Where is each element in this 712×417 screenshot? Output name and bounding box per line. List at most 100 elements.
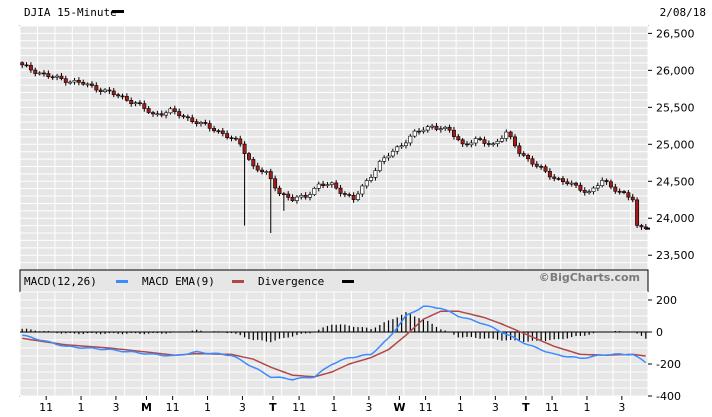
macd-ema-line (22, 310, 646, 378)
candle-body (76, 80, 81, 83)
candle-body (499, 138, 504, 142)
x-tick-label: 3 (112, 401, 119, 414)
candle-body (521, 153, 526, 156)
candle-body (50, 76, 55, 79)
price-tick-label: 24,000 (656, 212, 695, 225)
candle-body (491, 143, 496, 146)
candle-body (617, 190, 622, 193)
macd-y-ticks: 200 0 -200 -400 (648, 294, 681, 403)
candle-body (604, 180, 609, 183)
candle-body (356, 193, 360, 200)
price-candles (20, 61, 650, 234)
price-y-ticks: 26,500 26,000 25,500 25,000 24,500 24,000 23,5… (648, 27, 695, 262)
candle-body (238, 138, 243, 145)
candle-body (622, 191, 626, 194)
candle-body (294, 196, 299, 201)
x-tick-label: 1 (204, 401, 211, 414)
x-tick-label: 1 (457, 401, 464, 414)
candle-body (360, 185, 365, 195)
candle-body (421, 129, 426, 132)
candle-body (181, 115, 186, 118)
x-tick-label: 1 (78, 401, 85, 414)
candle-body (373, 170, 378, 178)
candle-body (190, 117, 195, 122)
candle-body (33, 69, 38, 74)
candle-body (451, 129, 456, 137)
candle-body (395, 146, 400, 152)
candle-body (404, 142, 408, 147)
candle-body (194, 121, 199, 125)
macd-tick-label: -400 (656, 390, 681, 403)
candle-body (438, 128, 443, 130)
candle-body (207, 123, 212, 129)
legend-ema-swatch (232, 280, 244, 283)
price-tick-label: 24,500 (656, 175, 695, 188)
candle-body (133, 102, 138, 105)
candle-body (334, 182, 339, 189)
macd-tick-label: 0 (656, 326, 663, 339)
date-label: 2/08/18 (660, 6, 706, 19)
chart-title: DJIA 15-Minute (24, 6, 117, 19)
candle-body (137, 102, 142, 105)
candle-body (264, 171, 269, 173)
x-tick-label: 3 (618, 401, 625, 414)
x-tick-label: 11 (292, 401, 306, 414)
candle-body (465, 143, 469, 146)
candle-body (98, 89, 103, 92)
candle-body (443, 126, 448, 129)
candle-body (556, 178, 561, 180)
candle-body (543, 166, 548, 172)
candle-body (456, 136, 461, 141)
candle-body (81, 81, 86, 85)
candle-body (281, 193, 286, 196)
candle-body (369, 177, 374, 181)
candle-body (59, 75, 64, 79)
title-legend-swatch (112, 10, 124, 13)
candle-body (460, 139, 465, 145)
candle-body (630, 196, 635, 201)
candle-body (273, 178, 278, 189)
candle-body (469, 142, 474, 146)
candle-body (591, 187, 596, 192)
x-axis: 11 1 3 M 11 1 3 T 11 1 3 W 11 1 3 T 11 1 3 (39, 396, 625, 414)
candle-body (574, 182, 578, 186)
candle-body (277, 187, 282, 195)
x-tick-label: 3 (365, 401, 372, 414)
candle-body (473, 138, 478, 144)
candle-body (155, 113, 160, 116)
x-tick-label: 1 (331, 401, 338, 414)
candle-body (116, 94, 121, 97)
candle-body (508, 131, 513, 138)
candle-body (321, 183, 326, 186)
x-tick-label: M (141, 401, 152, 414)
price-tick-label: 25,000 (656, 138, 695, 151)
macd-panel: 200 0 -200 -400 (19, 291, 681, 403)
candle-body (203, 122, 208, 124)
candle-body (316, 183, 321, 189)
candle-body (399, 145, 404, 148)
x-tick-label: T (269, 401, 277, 414)
x-tick-label: 1 (583, 401, 590, 414)
candle-body (578, 184, 583, 191)
candle-body (390, 150, 395, 157)
candle-body (111, 90, 116, 96)
candle-body (229, 137, 234, 139)
candle-body (486, 143, 491, 145)
macd-tick-label: 200 (656, 294, 677, 307)
candle-body (255, 165, 260, 171)
x-tick-label: 3 (239, 401, 246, 414)
candle-body (142, 103, 147, 109)
candle-body (582, 190, 587, 193)
candle-body (242, 143, 247, 154)
candle-body (68, 81, 73, 84)
x-tick-label: W (393, 401, 405, 414)
candle-body (495, 141, 500, 145)
candle-body (565, 181, 570, 185)
candle-body (530, 158, 535, 165)
candle-body (342, 193, 347, 195)
x-tick-label: 3 (492, 401, 499, 414)
x-tick-label: T (522, 401, 530, 414)
candle-body (129, 100, 134, 104)
candle-body (635, 199, 640, 226)
x-tick-label: 11 (419, 401, 433, 414)
